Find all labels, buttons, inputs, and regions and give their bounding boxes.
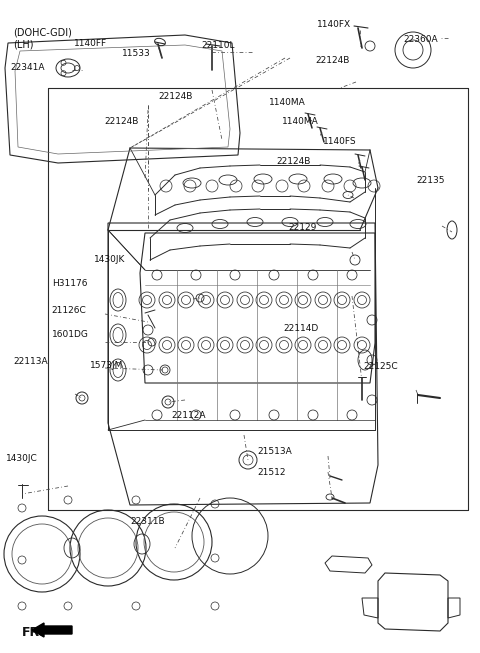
Text: 21513A: 21513A bbox=[257, 447, 292, 456]
Text: 22124B: 22124B bbox=[105, 117, 139, 126]
Text: 22112A: 22112A bbox=[172, 411, 206, 420]
Text: 1573JM: 1573JM bbox=[90, 361, 124, 370]
Text: 1140FF: 1140FF bbox=[74, 39, 108, 48]
Text: 1140MA: 1140MA bbox=[269, 98, 306, 107]
Text: 11533: 11533 bbox=[122, 49, 151, 58]
Text: 22110L: 22110L bbox=[202, 41, 235, 50]
Text: 1601DG: 1601DG bbox=[52, 330, 89, 339]
Text: 1430JC: 1430JC bbox=[6, 454, 37, 463]
Text: 22129: 22129 bbox=[288, 223, 316, 232]
Text: 22113A: 22113A bbox=[13, 357, 48, 366]
Text: (DOHC-GDI)
(LH): (DOHC-GDI) (LH) bbox=[13, 27, 72, 49]
Text: 22341A: 22341A bbox=[11, 63, 45, 72]
Text: 22124B: 22124B bbox=[158, 92, 193, 101]
Text: 22124B: 22124B bbox=[276, 157, 311, 167]
Text: 22360A: 22360A bbox=[403, 35, 438, 44]
Text: 22114D: 22114D bbox=[283, 324, 318, 333]
FancyArrow shape bbox=[32, 623, 72, 637]
Text: 22124B: 22124B bbox=[316, 56, 350, 65]
Text: 22135: 22135 bbox=[417, 176, 445, 185]
Text: 1140MA: 1140MA bbox=[282, 117, 319, 126]
Text: 1430JK: 1430JK bbox=[94, 255, 125, 264]
Text: 22125C: 22125C bbox=[363, 362, 397, 372]
Text: FR.: FR. bbox=[22, 626, 45, 639]
Text: 1140FS: 1140FS bbox=[323, 136, 356, 146]
Text: 21126C: 21126C bbox=[52, 306, 86, 315]
Text: 1140FX: 1140FX bbox=[317, 20, 351, 29]
Text: H31176: H31176 bbox=[52, 279, 87, 288]
Text: 22311B: 22311B bbox=[131, 517, 165, 526]
Text: 21512: 21512 bbox=[257, 468, 286, 477]
